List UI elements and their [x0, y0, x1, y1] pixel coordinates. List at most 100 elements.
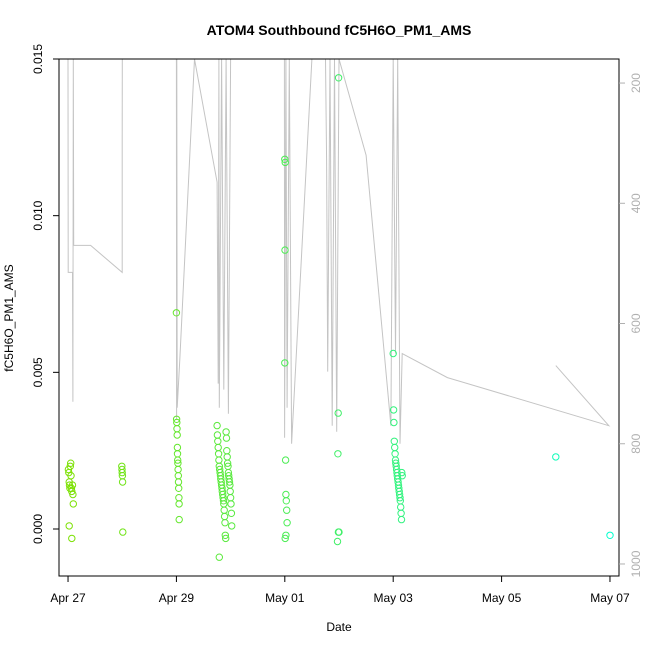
data-point: [391, 450, 399, 458]
data-point: [173, 431, 181, 439]
data-point: [606, 531, 614, 539]
data-point: [227, 500, 235, 508]
plot-area: [58, 58, 620, 577]
y-tick-label: 0.000: [31, 514, 45, 544]
data-point: [175, 484, 183, 492]
data-point: [219, 497, 228, 505]
data-point: [215, 456, 223, 464]
data-point: [283, 506, 291, 514]
y-tick-label: 0.015: [31, 44, 45, 74]
data-point: [335, 528, 343, 536]
y-axis: 0.000 0.005 0.010 0.015: [31, 44, 59, 544]
data-points-layer: [64, 74, 614, 561]
data-point: [398, 468, 406, 477]
data-point: [175, 515, 183, 524]
data-point: [397, 515, 406, 524]
data-point: [281, 246, 289, 254]
data-point: [552, 453, 560, 461]
y2-tick-label: 800: [629, 433, 643, 453]
data-point: [281, 534, 289, 543]
data-point: [65, 522, 73, 530]
x-tick-label: May 01: [265, 591, 305, 605]
data-point: [174, 456, 182, 464]
data-point: [222, 428, 230, 436]
x-tick-label: May 03: [374, 591, 414, 605]
data-point: [67, 459, 75, 467]
data-point: [223, 447, 231, 455]
data-point: [281, 456, 290, 464]
data-point: [175, 494, 183, 502]
data-point: [173, 425, 181, 433]
data-point: [333, 537, 342, 546]
x-tick-label: May 05: [482, 591, 522, 605]
data-point: [281, 158, 289, 167]
data-point: [227, 509, 236, 517]
x-tick-label: Apr 29: [159, 591, 195, 605]
data-point: [69, 490, 77, 499]
data-point: [172, 309, 181, 317]
data-point: [225, 478, 234, 486]
data-point: [214, 437, 222, 445]
data-point: [221, 531, 230, 539]
data-point: [214, 443, 222, 452]
data-point: [228, 522, 236, 530]
data-point: [69, 500, 78, 508]
data-point: [282, 531, 290, 539]
data-point: [174, 472, 183, 480]
data-point: [68, 481, 77, 489]
data-point: [391, 443, 399, 452]
y-tick-label: 0.005: [31, 357, 45, 387]
data-point: [214, 450, 223, 458]
data-point: [175, 500, 183, 508]
data-point: [334, 409, 342, 417]
data-point: [174, 478, 183, 486]
data-point: [398, 472, 406, 480]
data-point: [226, 487, 234, 496]
data-point: [173, 450, 182, 458]
data-point: [119, 528, 127, 536]
data-point: [213, 421, 221, 430]
data-point: [223, 453, 231, 461]
pressure-trace-layer: [67, 58, 611, 444]
data-point: [220, 512, 229, 521]
data-point: [283, 519, 291, 527]
data-point: [66, 462, 75, 470]
chart-title: ATOM4 Southbound fC5H6O_PM1_AMS: [207, 22, 472, 38]
data-point: [397, 509, 405, 517]
x-tick-label: May 07: [590, 591, 630, 605]
data-point: [118, 478, 127, 486]
data-point: [213, 431, 222, 439]
pressure-trace-line: [67, 58, 611, 444]
data-point: [118, 468, 126, 477]
data-point: [397, 503, 405, 511]
data-point: [172, 415, 181, 423]
data-point: [390, 437, 398, 445]
data-point: [334, 450, 342, 458]
data-point: [281, 155, 289, 164]
data-point: [389, 406, 398, 414]
data-point: [226, 494, 235, 502]
data-point: [281, 359, 289, 367]
data-point: [334, 74, 343, 82]
secondary-y-axis: 200 400 600 800 1000: [619, 73, 643, 577]
y-axis-label: fC5H6O_PM1_AMS: [2, 264, 16, 371]
data-point: [220, 506, 228, 514]
y2-tick-label: 600: [629, 313, 643, 333]
x-axis: Apr 27 Apr 29 May 01 May 03 May 05 May 07: [50, 576, 630, 605]
data-point: [67, 472, 75, 480]
data-point: [221, 519, 229, 527]
data-point: [396, 494, 404, 502]
data-point: [222, 434, 231, 442]
y2-tick-label: 1000: [629, 550, 643, 577]
data-point: [173, 443, 182, 452]
y2-tick-label: 400: [629, 193, 643, 213]
data-point: [68, 534, 76, 543]
data-point: [223, 459, 232, 467]
data-point: [282, 490, 290, 499]
x-axis-label: Date: [326, 620, 352, 634]
y-tick-label: 0.010: [31, 200, 45, 230]
y2-tick-label: 200: [629, 73, 643, 93]
x-tick-label: Apr 27: [50, 591, 86, 605]
data-point: [389, 349, 397, 358]
